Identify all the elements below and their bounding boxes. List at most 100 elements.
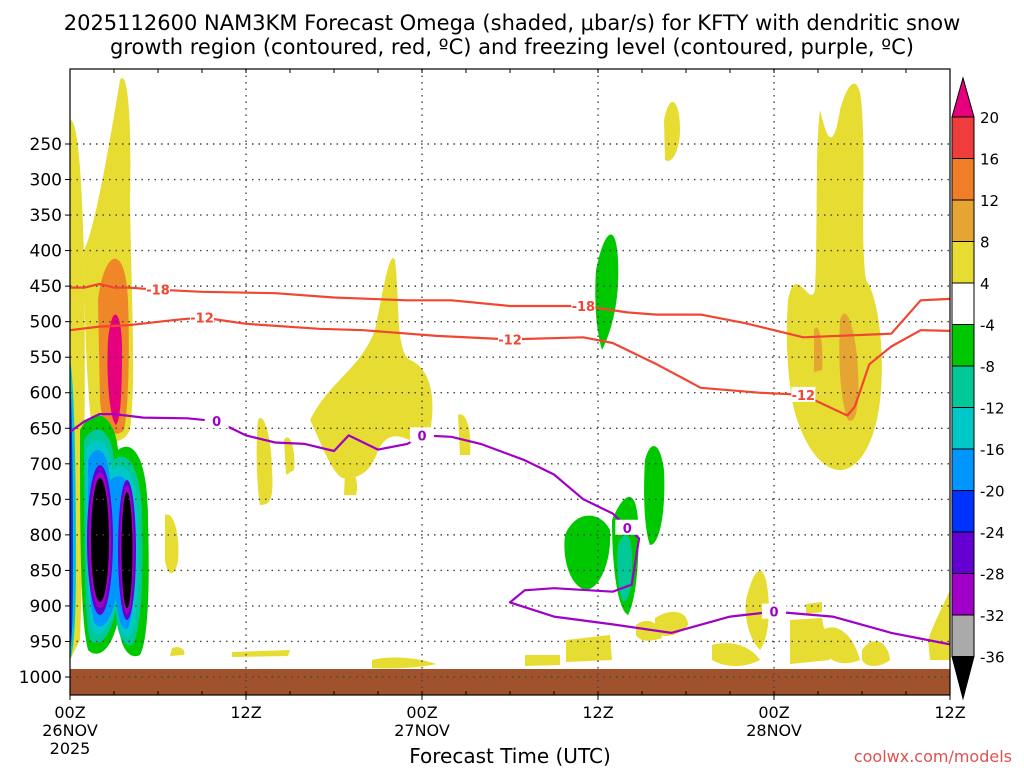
omega-shade-black-left <box>91 478 109 602</box>
colorbar-label: 8 <box>980 234 990 252</box>
y-tick-label: 450 <box>30 277 62 297</box>
omega-shade-yellow-low <box>790 618 830 664</box>
omega-shade-yellow-low <box>745 570 769 650</box>
contour-label-bg <box>762 603 786 619</box>
contour-lines: -18 -18 -12 -12 -12 0 0 0 0 <box>70 281 950 646</box>
colorbar-label: 20 <box>980 109 999 127</box>
colorbar-swatch <box>951 324 975 367</box>
contour-label: -18 <box>572 300 596 315</box>
omega-shade-orange-right <box>814 327 823 372</box>
grid-lines <box>70 69 950 695</box>
y-tick-label: 1000 <box>19 668 62 688</box>
contour-label-bg <box>498 331 522 347</box>
credit-text: coolwx.com/models <box>854 747 1012 766</box>
omega-shade-yellow-low <box>862 641 890 666</box>
x-tick-label: 12Z <box>934 703 965 722</box>
contour-label: -12 <box>792 389 816 404</box>
colorbar-swatch <box>951 158 975 201</box>
contour-label: -18 <box>146 284 170 299</box>
x-tick-label: 00Z <box>406 703 437 722</box>
colorbar-swatch <box>951 407 975 450</box>
colorbar-swatch <box>951 241 975 284</box>
colorbar-label: -28 <box>980 566 1005 584</box>
colorbar-swatch <box>951 490 975 533</box>
colorbar-swatch <box>951 573 975 616</box>
y-tick-label: 800 <box>30 526 62 546</box>
omega-shade-yellow-blob <box>372 657 436 669</box>
colorbar-bottom-triangle <box>951 656 975 701</box>
omega-shade-black-right <box>121 492 133 608</box>
contour-label: -12 <box>190 311 214 326</box>
contour-label-bg <box>204 413 229 429</box>
omega-shade-yellow-low <box>712 643 760 666</box>
y-tick-label: 550 <box>30 348 62 368</box>
contour-line <box>70 282 950 339</box>
omega-shade-yellow-low <box>822 627 860 664</box>
colorbar-label: -8 <box>980 358 995 376</box>
y-tick-label: 300 <box>30 171 62 191</box>
y-tick-label: 750 <box>30 490 62 510</box>
y-axis: 250 300 350 400 450 500 550 600 650 700 750 800 850 9… <box>19 135 70 688</box>
contour-label: 0 <box>417 429 426 444</box>
contour-label-bg <box>410 427 434 443</box>
omega-shade-green-cell <box>595 234 619 350</box>
y-tick-label: 900 <box>30 597 62 617</box>
x-tick-date: 27NOV <box>394 721 450 740</box>
omega-shade-yellow-blob <box>458 414 471 455</box>
x-tick-label: 12Z <box>230 703 261 722</box>
colorbar-label: -20 <box>980 483 1005 501</box>
colorbar-swatch <box>951 531 975 574</box>
x-tick-label: 00Z <box>758 703 789 722</box>
contour-label: 0 <box>769 606 778 621</box>
colorbar-label: 16 <box>980 151 999 169</box>
y-tick-label: 500 <box>30 313 62 333</box>
y-tick-label: 650 <box>30 419 62 439</box>
omega-shade-orange-right <box>839 313 859 421</box>
omega-shade-yellow-low <box>806 602 822 614</box>
colorbar-swatch <box>951 199 975 242</box>
contour-label-bg <box>615 519 640 535</box>
colorbar-label: -12 <box>980 400 1005 418</box>
colorbar-top-triangle <box>951 76 975 118</box>
omega-shade-pink <box>107 314 122 425</box>
contour-label: 0 <box>623 522 632 537</box>
colorbar-swatch <box>951 365 975 408</box>
contour-label-bg <box>190 309 214 325</box>
y-tick-label: 850 <box>30 561 62 581</box>
x-tick-date: 28NOV <box>746 721 802 740</box>
omega-shade-green-cell <box>564 515 611 590</box>
x-tick-year: 2025 <box>50 739 91 758</box>
colorbar-label: -24 <box>980 524 1005 542</box>
y-tick-label: 600 <box>30 384 62 404</box>
colorbar-swatch <box>951 448 975 491</box>
colorbar-label: -16 <box>980 441 1005 459</box>
colorbar-label: -4 <box>980 317 995 335</box>
colorbar-label: 12 <box>980 192 999 210</box>
omega-shade-edge-blue <box>70 380 73 650</box>
omega-shade-green-cell <box>644 446 665 545</box>
omega-shade-teal-cell <box>617 535 632 601</box>
contour-label-bg <box>571 298 596 314</box>
colorbar: 20 16 12 8 4 -4 -8 -12 -16 -20 -24 -28 -32 -36 <box>951 76 1005 701</box>
omega-shade-yellow-blob <box>170 647 185 656</box>
contour-label-bg <box>146 281 170 297</box>
omega-shade-yellow-blob <box>664 101 680 161</box>
terrain-fill <box>70 669 950 695</box>
x-tick-label: 12Z <box>582 703 613 722</box>
omega-shade-yellow-blob <box>310 258 433 479</box>
omega-shade-yellow-blob <box>284 437 295 475</box>
y-tick-label: 400 <box>30 242 62 262</box>
y-tick-label: 350 <box>30 206 62 226</box>
chart-title-line-1: 2025112600 NAM3KM Forecast Omega (shaded… <box>64 11 961 35</box>
contour-label: 0 <box>212 415 221 430</box>
contour-label: -12 <box>498 333 522 348</box>
x-tick-label: 00Z <box>54 703 85 722</box>
omega-shading <box>70 78 950 695</box>
colorbar-swatch <box>951 614 975 657</box>
chart-title-line-2: growth region (contoured, red, ºC) and f… <box>110 35 914 59</box>
colorbar-swatch <box>951 116 975 159</box>
y-tick-label: 250 <box>30 135 62 155</box>
omega-shade-yellow-low <box>525 655 560 666</box>
